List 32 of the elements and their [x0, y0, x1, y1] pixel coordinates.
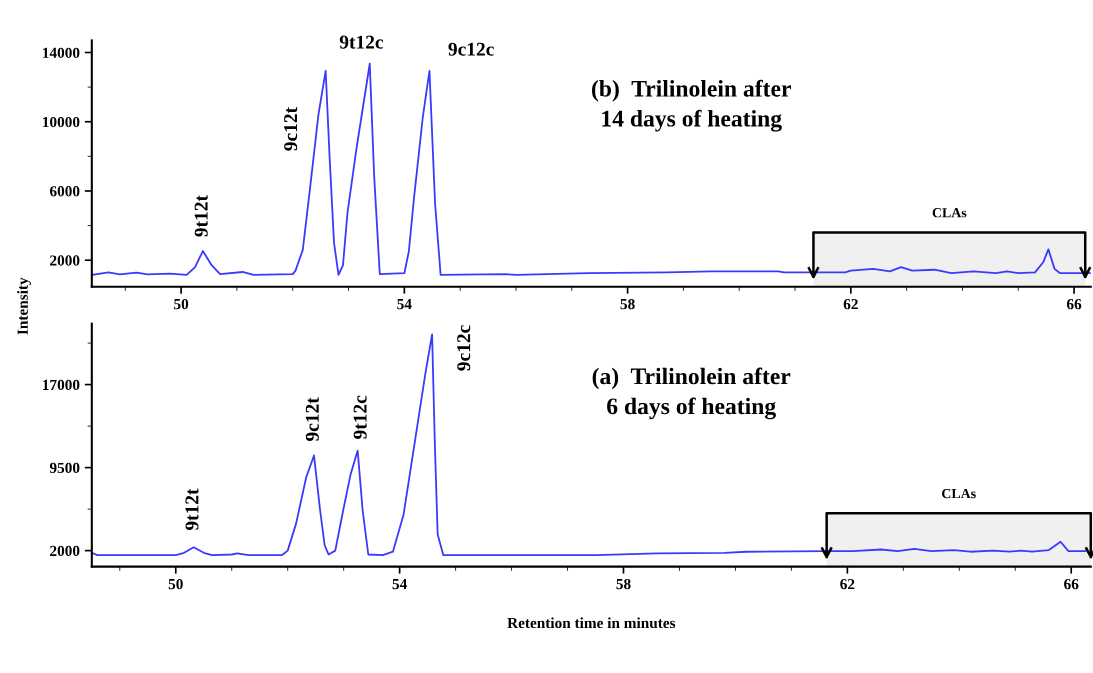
y-tick-label: 10000: [43, 116, 80, 128]
x-tick-label: 62: [840, 578, 855, 590]
annotation: 9t12t: [185, 488, 199, 531]
x-tick-label: 66: [1066, 298, 1082, 310]
annotation: 9c12c: [448, 42, 494, 56]
x-tick-label: 54: [392, 579, 407, 590]
x-tick-label: 58: [620, 298, 635, 310]
annotation: (b) Trilinolein after 14 days of heating: [592, 79, 791, 132]
y-tick-label: 6000: [49, 186, 80, 197]
annotation: 9c12t: [305, 397, 319, 442]
x-tick-label: 58: [616, 578, 631, 590]
y-tick-label: 2000: [50, 255, 80, 266]
y-tick-label: 9500: [49, 462, 80, 474]
x-tick-label: 62: [843, 298, 858, 310]
y-tick-label: 17000: [43, 379, 80, 391]
x-tick-label: 50: [168, 578, 183, 590]
annotation: (a) Trilinolein after 6 days of heating: [592, 367, 791, 420]
x-tick-label: 50: [174, 298, 189, 310]
annotation: 9t12c: [339, 35, 384, 49]
y-tick-label: 14000: [43, 47, 80, 58]
line-series: [91, 62, 1091, 276]
y-axis-title: Intensity: [17, 277, 31, 335]
band-label: CLAs: [932, 208, 967, 218]
annotation: 9t12c: [353, 395, 367, 439]
annotation: 9c12t: [284, 107, 298, 151]
y-tick-label: 2000: [50, 545, 80, 557]
x-tick-label: 66: [1064, 578, 1079, 590]
x-axis-title: Retention time in minutes: [507, 617, 676, 629]
band-label: CLAs: [942, 488, 976, 499]
annotation: 9t12t: [194, 195, 208, 237]
annotation: 9c12c: [457, 325, 471, 371]
x-tick-label: 54: [397, 299, 412, 310]
